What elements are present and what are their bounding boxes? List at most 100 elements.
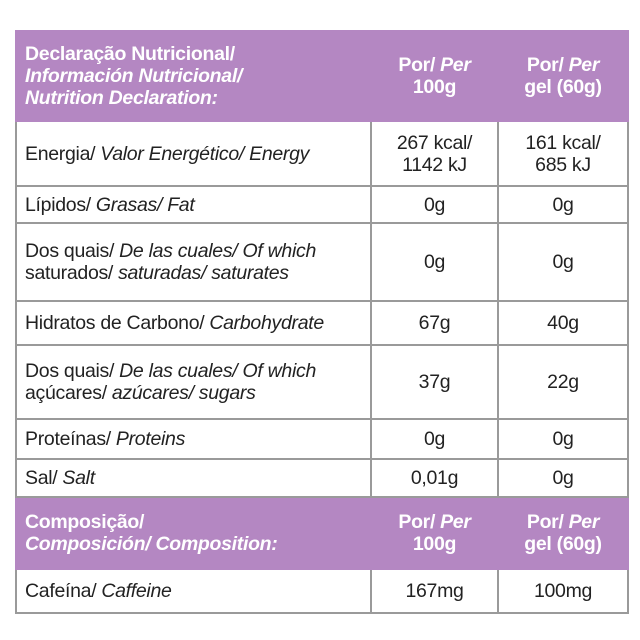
text-line: Energia/Valor Energético/ Energy	[25, 143, 362, 165]
nutrient-value: 0g	[370, 418, 499, 460]
nutrient-label: Lípidos/Grasas/ Fat	[15, 185, 372, 224]
nutrient-value: 22g	[497, 344, 629, 420]
nutrient-value: 100mg	[497, 568, 629, 614]
text-run: Valor Energético/ Energy	[100, 142, 310, 165]
text-line: Composição/	[25, 511, 362, 533]
nutrient-row: Sal/Salt 0,01g 0g	[15, 458, 629, 498]
text-line: Información Nutricional/	[25, 65, 362, 87]
text-run: Composición/ Composition:	[25, 533, 278, 555]
text-run: Nutrition Declaration:	[25, 87, 218, 109]
header-column: Por/Per 100g	[370, 30, 499, 122]
value-line: 100mg	[533, 580, 593, 602]
text-run: Sal/	[25, 467, 58, 489]
value-line: 0g	[423, 251, 446, 273]
text-run: Por/	[398, 54, 436, 76]
text-line: Hidratos de Carbono/Carbohydrate	[25, 312, 362, 334]
text-run: 100g	[412, 533, 457, 555]
value-line: 685 kJ	[535, 153, 591, 176]
value-line: 0g	[423, 193, 446, 216]
value-line: 267 kcal/	[396, 131, 473, 154]
text-run: Hidratos de Carbono/	[25, 312, 205, 334]
value-line: 0,01g	[410, 467, 459, 489]
nutrient-value: 0g	[370, 222, 499, 302]
nutrient-label: Hidratos de Carbono/Carbohydrate	[15, 300, 372, 346]
text-run: saturadas/ saturates	[118, 262, 289, 284]
nutrition-table: Declaração Nutricional/Información Nutri…	[15, 30, 629, 614]
value-line: 0g	[423, 428, 446, 450]
value-line: 167mg	[405, 580, 464, 602]
text-line: Por/Per	[507, 511, 619, 533]
text-run: açúcares/	[25, 382, 107, 404]
nutrient-value: 0g	[497, 222, 629, 302]
nutrient-row: Energia/Valor Energético/ Energy 267 kcal…	[15, 120, 629, 187]
text-run: gel (60g)	[524, 533, 602, 555]
nutrient-label: Dos quais/De las cuales/ Of which saturad…	[15, 222, 372, 302]
table: Declaração Nutricional/Información Nutri…	[15, 30, 629, 614]
text-run: azúcares/ sugars	[111, 382, 256, 404]
text-run: Composição/	[25, 511, 145, 533]
header-column: Por/Per gel (60g)	[497, 496, 629, 570]
value-line: 22g	[547, 371, 579, 393]
nutrient-row: Hidratos de Carbono/Carbohydrate 67g 40g	[15, 300, 629, 346]
text-run: Declaração Nutricional/	[25, 43, 235, 65]
text-run: Per	[440, 54, 471, 76]
text-run: Por/	[526, 54, 564, 76]
value-line: 37g	[418, 371, 451, 393]
nutrient-value: 267 kcal/1142 kJ	[370, 120, 499, 187]
nutrient-value: 0g	[497, 185, 629, 224]
header-label: Composição/Composición/ Composition:	[15, 496, 372, 570]
header-row: Composição/Composición/ Composition: Por/…	[15, 496, 629, 570]
nutrient-row: Proteínas/Proteins 0g 0g	[15, 418, 629, 460]
header-row: Declaração Nutricional/Información Nutri…	[15, 30, 629, 122]
text-run: saturados/	[25, 262, 114, 284]
nutrient-value: 0g	[370, 185, 499, 224]
nutrient-row: Lípidos/Grasas/ Fat 0g 0g	[15, 185, 629, 224]
nutrient-value: 161 kcal/685 kJ	[497, 120, 629, 187]
nutrient-value: 0g	[497, 458, 629, 498]
nutrient-row: Dos quais/De las cuales/ Of which açúcare…	[15, 344, 629, 420]
text-run: Dos quais/	[25, 240, 115, 262]
text-line: 100g	[380, 76, 489, 98]
value-line: 0g	[552, 251, 574, 273]
text-run: Per	[568, 54, 600, 76]
text-run: gel (60g)	[524, 76, 602, 98]
nutrient-label: Proteínas/Proteins	[15, 418, 372, 460]
header-column: Por/Per gel (60g)	[497, 30, 629, 122]
text-line: gel (60g)	[507, 76, 619, 98]
value-line: 40g	[547, 312, 579, 334]
nutrient-label: Dos quais/De las cuales/ Of which açúcare…	[15, 344, 372, 420]
nutrient-value: 67g	[370, 300, 499, 346]
text-run: 100g	[412, 76, 457, 98]
nutrient-row: Cafeína/Caffeine 167mg 100mg	[15, 568, 629, 614]
text-run: Cafeína/	[25, 580, 97, 602]
value-line: 67g	[418, 312, 451, 334]
text-line: Declaração Nutricional/	[25, 43, 362, 65]
nutrient-label: Sal/Salt	[15, 458, 372, 498]
text-line: Proteínas/Proteins	[25, 428, 362, 450]
text-run: Dos quais/	[25, 360, 115, 382]
nutrient-value: 37g	[370, 344, 499, 420]
text-line: 100g	[380, 533, 489, 555]
text-run: Por/	[526, 511, 564, 533]
value-line: 0g	[552, 467, 574, 489]
text-line: Lípidos/Grasas/ Fat	[25, 194, 362, 216]
nutrient-value: 40g	[497, 300, 629, 346]
text-run: Energia/	[25, 142, 96, 165]
text-line: Por/Per	[380, 511, 489, 533]
value-line: 0g	[552, 428, 574, 450]
text-line: açúcares/azúcares/ sugars	[25, 382, 362, 404]
text-line: Por/Per	[507, 54, 619, 76]
text-run: Lípidos/	[25, 193, 91, 216]
value-line: 161 kcal/	[525, 131, 601, 154]
nutrient-label: Cafeína/Caffeine	[15, 568, 372, 614]
text-line: Composición/ Composition:	[25, 533, 362, 555]
text-line: Nutrition Declaration:	[25, 87, 362, 109]
text-run: De las cuales/ Of which	[119, 240, 316, 262]
text-line: Sal/Salt	[25, 467, 362, 489]
value-line: 0g	[552, 193, 574, 216]
header-column: Por/Per 100g	[370, 496, 499, 570]
header-label: Declaração Nutricional/Información Nutri…	[15, 30, 372, 122]
text-run: Proteins	[115, 428, 186, 450]
text-line: gel (60g)	[507, 533, 619, 555]
text-run: Proteínas/	[25, 428, 111, 450]
